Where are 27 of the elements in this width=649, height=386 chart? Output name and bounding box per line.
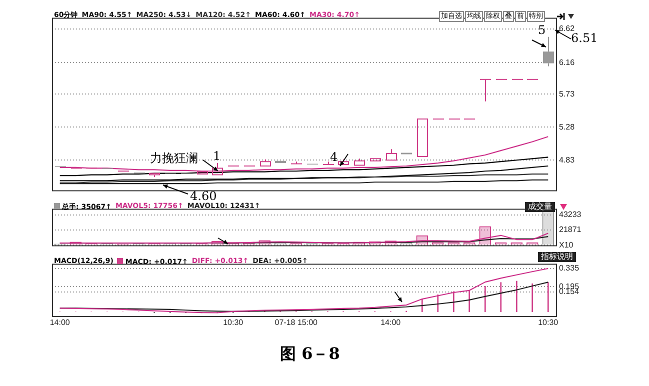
text: 指标说明 [538, 252, 576, 262]
candlestick [417, 118, 428, 157]
y-tick-label: 4.83 [559, 155, 576, 164]
x-tick-label: 07-18 15:00 [274, 318, 318, 328]
x-tick-label: 10:30 [538, 318, 559, 328]
y-tick-label: 0.335 [559, 264, 580, 273]
annotation: 力挽狂澜 [150, 151, 198, 165]
y-tick-label: 5.73 [559, 89, 576, 98]
annotation: 1 [213, 149, 221, 163]
x-tick-label: 14:00 [380, 318, 402, 328]
y-tick-label: 21871 [559, 225, 582, 234]
y-tick-label: 6.16 [559, 58, 576, 67]
candlestick [370, 158, 381, 162]
caption: 图 6－8 [280, 344, 340, 363]
candlestick [197, 171, 208, 175]
annotation: 4 [330, 150, 338, 164]
annotation: 5 [538, 23, 546, 37]
annotation: 成交量 [525, 202, 555, 212]
candlestick [480, 78, 491, 102]
text: 6.51 [571, 31, 598, 45]
y-tick-label: 6.62 [559, 24, 576, 34]
annotation: 4.60 [190, 189, 217, 203]
y-tick-label: X10 [559, 240, 574, 250]
x-tick-label: 14:00 [50, 318, 70, 328]
y-tick-label: 5.28 [559, 122, 576, 132]
y-tick-label: 43233 [559, 210, 582, 220]
x-tick-label: 10:30 [223, 318, 244, 328]
